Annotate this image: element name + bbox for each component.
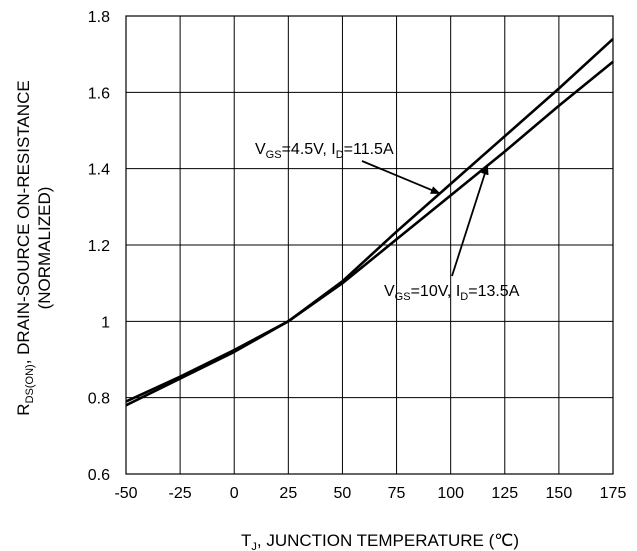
x-tick-label: 0 — [230, 485, 239, 502]
series-line-1 — [125, 37, 614, 403]
x-tick-label: 150 — [546, 485, 573, 502]
y-tick-label: 1.6 — [88, 85, 110, 102]
y-tick-label: 0.8 — [88, 391, 110, 408]
annotation-series-1: VGS=4.5V, ID=11.5A — [255, 141, 394, 161]
y-tick-label: 1 — [101, 314, 110, 331]
x-tick-label: 75 — [388, 485, 406, 502]
x-tick-label: -50 — [114, 485, 137, 502]
x-tick-label: -25 — [169, 485, 192, 502]
plot-frame — [125, 15, 614, 475]
y-tick-label: 0.6 — [88, 467, 110, 484]
x-tick-label: 175 — [600, 485, 627, 502]
y-axis-label-line2: (NORMALIZED) — [35, 187, 54, 310]
x-axis-label: TJ, JUNCTION TEMPERATURE (℃) — [241, 531, 519, 551]
y-tick-label: 1.4 — [88, 162, 110, 179]
annotation-arrow-2 — [451, 164, 489, 277]
annotation-arrows — [361, 160, 489, 277]
y-tick-label: 1.2 — [88, 238, 110, 255]
y-tick-labels: 0.6 0.8 1 1.2 1.4 1.6 1.8 — [88, 9, 110, 484]
series-line-2 — [125, 60, 614, 407]
y-axis-label: RDS(ON), DRAIN-SOURCE ON-RESISTANCE — [14, 80, 36, 415]
x-tick-label: 100 — [437, 485, 464, 502]
annotation-arrow-1 — [361, 160, 441, 195]
x-tick-labels: -50 -25 0 25 50 75 100 125 150 175 — [114, 485, 626, 502]
y-axis-label-group: RDS(ON), DRAIN-SOURCE ON-RESISTANCE (NOR… — [14, 80, 54, 415]
x-tick-label: 125 — [491, 485, 518, 502]
x-tick-label: 25 — [279, 485, 297, 502]
x-tick-label: 50 — [334, 485, 352, 502]
grid — [125, 15, 614, 475]
annotation-series-2: VGS=10V, ID=13.5A — [384, 283, 520, 303]
series-lines — [125, 37, 614, 407]
y-tick-label: 1.8 — [88, 9, 110, 26]
